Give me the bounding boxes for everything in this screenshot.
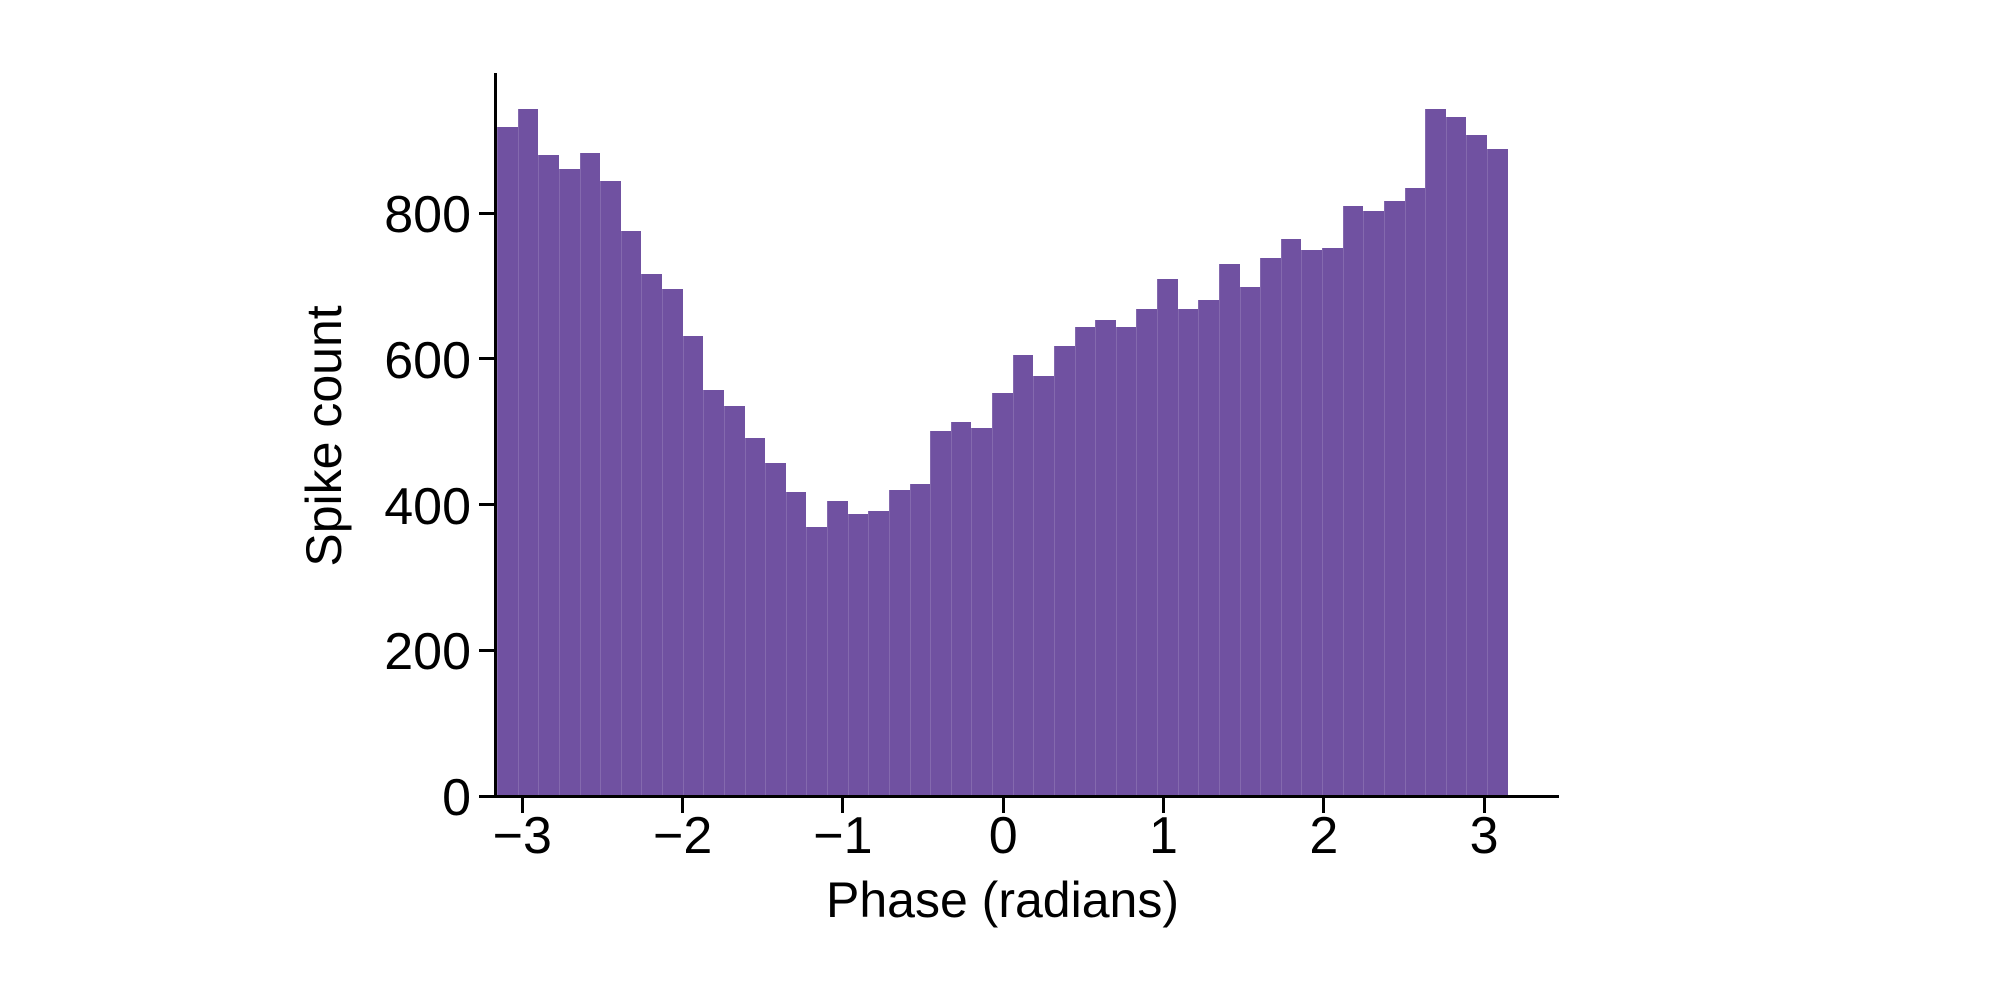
y-tick-mark — [479, 211, 494, 215]
y-tick-mark — [479, 794, 494, 798]
histogram-bar — [765, 463, 786, 795]
histogram-bar — [827, 501, 848, 795]
histogram-bar — [538, 154, 559, 795]
histogram-bar — [682, 336, 704, 795]
histogram-bar — [1363, 210, 1384, 795]
histogram-bar — [1342, 205, 1364, 795]
x-tick-mark — [520, 798, 524, 813]
histogram-bar — [1487, 148, 1508, 795]
y-tick-mark — [479, 648, 494, 652]
x-tick-label: 2 — [1309, 807, 1339, 865]
histogram-bar — [1157, 278, 1178, 795]
histogram-plot-area — [497, 73, 1508, 795]
histogram-bar — [1445, 116, 1467, 795]
histogram-bar — [1012, 354, 1034, 795]
x-tick-mark — [1001, 798, 1005, 813]
x-tick-mark — [1482, 798, 1486, 813]
x-tick-label: 3 — [1469, 807, 1499, 865]
histogram-bar — [1466, 135, 1487, 795]
x-tick-label: −2 — [652, 807, 713, 865]
x-tick-label: 0 — [988, 807, 1018, 865]
histogram-bar — [1074, 326, 1096, 795]
y-axis-label: Spike count — [296, 305, 352, 567]
histogram-bar — [1218, 264, 1240, 795]
histogram-bar — [1404, 187, 1426, 795]
histogram-bar — [1177, 309, 1199, 795]
x-axis-label: Phase (radians) — [826, 872, 1179, 928]
y-tick-label: 0 — [442, 769, 471, 827]
histogram-bar — [785, 491, 807, 795]
histogram-bar — [1260, 258, 1281, 795]
histogram-bar — [950, 421, 972, 795]
histogram-bar — [662, 288, 683, 795]
histogram-bar — [1053, 345, 1075, 795]
histogram-bar — [1136, 309, 1157, 795]
histogram-bar — [1198, 299, 1219, 795]
x-tick-label: −3 — [492, 807, 552, 865]
histogram-bar — [1239, 287, 1261, 795]
histogram-bar — [579, 152, 601, 795]
x-tick-label: −1 — [813, 807, 873, 865]
histogram-bar — [703, 390, 724, 795]
x-tick-mark — [841, 798, 845, 813]
histogram-bar — [1322, 248, 1343, 795]
histogram-bar — [1301, 249, 1322, 795]
y-tick-label: 400 — [384, 477, 471, 536]
histogram-bar — [868, 511, 889, 795]
y-tick-label: 200 — [384, 623, 471, 682]
x-tick-label: 1 — [1149, 807, 1178, 865]
histogram-bar — [744, 437, 766, 795]
histogram-bar — [1115, 326, 1137, 795]
histogram-bar — [1095, 320, 1116, 795]
y-tick-mark — [479, 357, 494, 361]
x-tick-mark — [1322, 798, 1326, 813]
histogram-bar — [723, 406, 745, 795]
histogram-bar — [1383, 200, 1405, 795]
histogram-bar — [1280, 239, 1302, 795]
x-axis-spine — [494, 795, 1559, 798]
histogram-bar — [847, 513, 869, 795]
y-tick-label: 800 — [384, 186, 471, 244]
histogram-bar — [620, 230, 642, 795]
histogram-bar — [1425, 109, 1446, 795]
histogram-bar — [497, 126, 518, 795]
histogram-bar — [971, 428, 992, 795]
histogram-bar — [992, 393, 1013, 795]
histogram-bar — [1033, 376, 1054, 795]
histogram-bar — [930, 431, 951, 795]
x-tick-mark — [681, 798, 685, 813]
histogram-bar — [909, 483, 931, 795]
histogram-bar — [806, 526, 827, 795]
x-tick-mark — [1162, 798, 1165, 813]
y-axis-spine — [494, 73, 497, 798]
histogram-bar — [600, 180, 621, 795]
histogram-bar — [888, 490, 910, 795]
y-tick-label: 600 — [384, 331, 471, 390]
y-tick-mark — [479, 503, 494, 506]
histogram-bar — [641, 274, 662, 795]
histogram-bar — [558, 169, 580, 795]
histogram-bar — [517, 108, 539, 795]
